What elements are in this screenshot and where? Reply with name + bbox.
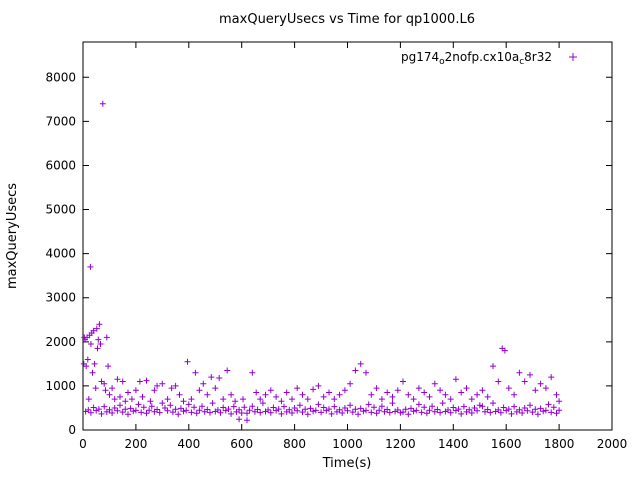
y-tick-label: 7000: [45, 114, 76, 128]
y-tick-label: 1000: [45, 379, 76, 393]
y-tick-label: 0: [68, 423, 76, 437]
x-tick-label: 800: [283, 437, 306, 451]
x-tick-label: 0: [79, 437, 87, 451]
axis-ticks: [82, 42, 613, 431]
chart-title: maxQueryUsecs vs Time for qp1000.L6: [219, 12, 475, 27]
y-tick-label: 8000: [45, 70, 76, 84]
x-tick-label: 1400: [438, 437, 469, 451]
x-tick-label: 200: [124, 437, 147, 451]
x-tick-label: 2000: [597, 437, 628, 451]
x-tick-label: 1800: [544, 437, 575, 451]
legend-marker: [569, 53, 577, 61]
x-tick-label: 400: [177, 437, 200, 451]
x-tick-label: 600: [230, 437, 253, 451]
x-tick-label: 1000: [332, 437, 363, 451]
legend-label: pg174o2nofp.cx10ac8r32: [401, 50, 552, 67]
x-tick-label: 1200: [385, 437, 416, 451]
y-tick-label: 5000: [45, 203, 76, 217]
y-tick-label: 4000: [45, 247, 76, 261]
y-tick-label: 3000: [45, 291, 76, 305]
x-tick-label: 1600: [491, 437, 522, 451]
x-axis-label: Time(s): [322, 456, 372, 471]
scatter-points: [80, 100, 563, 424]
plot-area: 0 200 400 600 800 1000 1200 1400 1600 1800 2000 0 10…: [45, 41, 628, 451]
y-axis-label: maxQueryUsecs: [5, 183, 20, 289]
y-tick-label: 6000: [45, 158, 76, 172]
y-tick-label: 2000: [45, 335, 76, 349]
